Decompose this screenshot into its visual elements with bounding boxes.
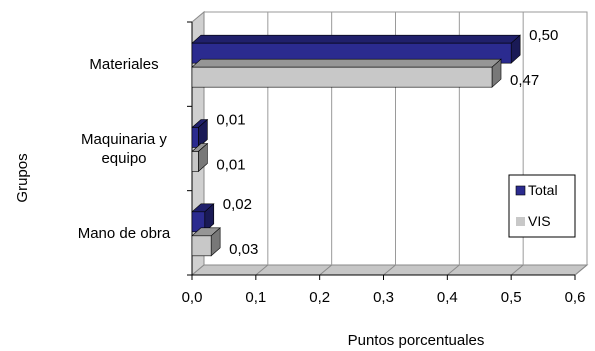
bar-total-0 [191, 34, 521, 64]
x-tick-label: 0,6 [565, 289, 586, 306]
bar-front [191, 151, 199, 172]
x-tick-label: 0,3 [373, 289, 394, 306]
bar-front [191, 127, 199, 148]
legend-box [508, 174, 576, 238]
legend-swatch-total [515, 185, 526, 196]
legend-label-total: Total [528, 182, 558, 198]
legend: Total VIS [508, 174, 576, 238]
bar-vis-1 [191, 142, 209, 173]
value-label-total: 0,50 [529, 27, 558, 44]
bar-top [191, 58, 502, 68]
value-label-vis: 0,01 [216, 157, 245, 174]
x-axis-title: Puntos porcentuales [348, 332, 485, 349]
x-tick-label: 0,0 [182, 289, 203, 306]
x-tick-label: 0,2 [309, 289, 330, 306]
bar-vis-2 [191, 227, 221, 257]
category-labels: Materiales Maquinaria y equipo Mano de obra [78, 56, 171, 242]
bar-vis-0 [191, 58, 502, 88]
y-axis-title: Grupos [14, 153, 31, 202]
category-label: Mano de obra [78, 225, 171, 242]
legend-swatch-vis [516, 217, 525, 226]
bar-top [191, 34, 521, 44]
x-tick-label: 0,4 [437, 289, 458, 306]
bar-front [191, 66, 493, 88]
axes [187, 21, 576, 280]
bar-total-2 [191, 203, 215, 233]
gridline-floor [510, 264, 524, 276]
x-tick-label: 0,5 [501, 289, 522, 306]
value-label-vis: 0,03 [229, 241, 258, 258]
gridline-floor [447, 264, 460, 276]
category-label: Maquinaria y [81, 131, 167, 148]
category-label: Materiales [89, 56, 158, 73]
gridline-floor [255, 264, 269, 276]
gridline-floor [383, 264, 396, 276]
value-label-vis: 0,47 [510, 72, 539, 89]
bar-front [191, 235, 212, 257]
bar-total-1 [191, 118, 209, 149]
value-labels: 0,50 0,47 0,01 0,01 0,02 0,03 [216, 27, 558, 258]
category-label: equipo [101, 150, 146, 167]
gridline-floor [574, 264, 588, 276]
legend-label-vis: VIS [528, 213, 551, 229]
value-label-total: 0,01 [216, 112, 245, 129]
bars [191, 34, 521, 257]
value-label-total: 0,02 [223, 196, 252, 213]
x-tick-labels: 0,0 0,1 0,2 0,3 0,4 0,5 0,6 [182, 289, 586, 306]
gridline-floor [319, 264, 332, 276]
x-tick-label: 0,1 [245, 289, 266, 306]
